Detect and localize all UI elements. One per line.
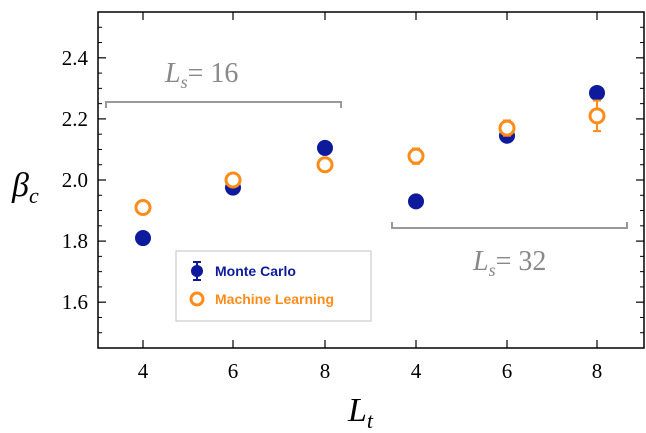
point-machine-learning-5 bbox=[588, 107, 606, 125]
y-axis-label: βc bbox=[11, 167, 39, 208]
y-axis-label-main: β bbox=[11, 167, 29, 204]
y-tick-label: 2.2 bbox=[62, 107, 88, 131]
legend-label: Monte Carlo bbox=[215, 263, 296, 279]
legend-label: Machine Learning bbox=[215, 291, 334, 307]
point-machine-learning-3 bbox=[407, 147, 425, 165]
x-tick-label: 4 bbox=[138, 359, 149, 383]
point-monte-carlo-0 bbox=[135, 230, 151, 247]
point-machine-learning-0 bbox=[134, 198, 152, 216]
point-machine-learning-1 bbox=[224, 171, 242, 189]
legend: Monte Carlo Machine Learning bbox=[175, 250, 372, 322]
x-axis-label-main: L bbox=[347, 392, 367, 429]
bracket-label-rest: = 16 bbox=[188, 58, 239, 89]
y-tick-label: 1.6 bbox=[62, 290, 88, 314]
point-machine-learning-4 bbox=[498, 119, 516, 137]
bracket-0 bbox=[105, 101, 342, 108]
point-machine-learning-2 bbox=[316, 156, 334, 174]
y-axis-label-sub: c bbox=[29, 183, 39, 208]
bracket-label-rest: = 32 bbox=[496, 246, 547, 277]
bracket-label-sub: s bbox=[181, 72, 188, 92]
point-monte-carlo-2 bbox=[317, 139, 333, 156]
bracket-label-main: L bbox=[164, 58, 181, 89]
x-tick-label: 6 bbox=[228, 359, 239, 383]
point-monte-carlo-3 bbox=[408, 193, 424, 210]
legend-marker-monte-carlo bbox=[191, 265, 203, 277]
bracket-1 bbox=[391, 222, 628, 229]
bracket-label-sub: s bbox=[489, 260, 496, 280]
x-tick-label: 4 bbox=[411, 359, 422, 383]
x-axis-label: Lt bbox=[347, 392, 374, 433]
x-tick-label: 8 bbox=[592, 359, 603, 383]
point-monte-carlo-5 bbox=[589, 84, 605, 101]
y-tick-label: 1.8 bbox=[62, 229, 88, 253]
bracket-label-0: Ls= 16 bbox=[164, 58, 238, 92]
bracket-label-1: Ls= 32 bbox=[472, 246, 546, 280]
legend-marker-machine-learning bbox=[189, 291, 205, 307]
data-marks bbox=[134, 84, 606, 247]
legend-box bbox=[175, 250, 372, 322]
axis-ticks: 1.6 1.8 2.0 2.2 2.4 4 6 8 4 6 8 bbox=[62, 12, 644, 383]
y-tick-label: 2.4 bbox=[62, 46, 89, 70]
y-tick-label: 2.0 bbox=[62, 168, 88, 192]
bracket-label-main: L bbox=[472, 246, 489, 277]
x-tick-label: 8 bbox=[320, 359, 331, 383]
x-tick-label: 6 bbox=[502, 359, 513, 383]
x-axis-label-sub: t bbox=[367, 408, 374, 433]
